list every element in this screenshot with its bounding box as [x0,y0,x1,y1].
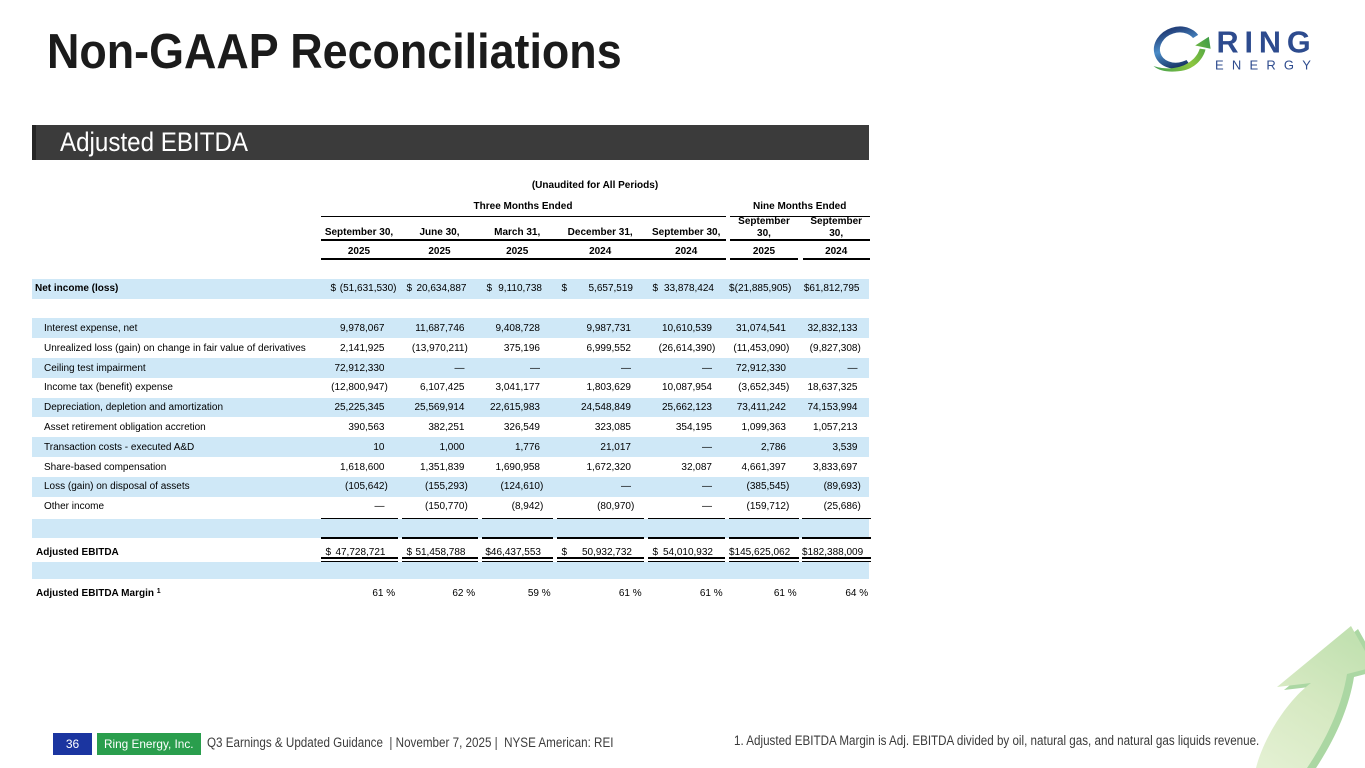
svg-text:ENERGY: ENERGY [1215,58,1319,73]
svg-text:RING: RING [1217,25,1317,59]
